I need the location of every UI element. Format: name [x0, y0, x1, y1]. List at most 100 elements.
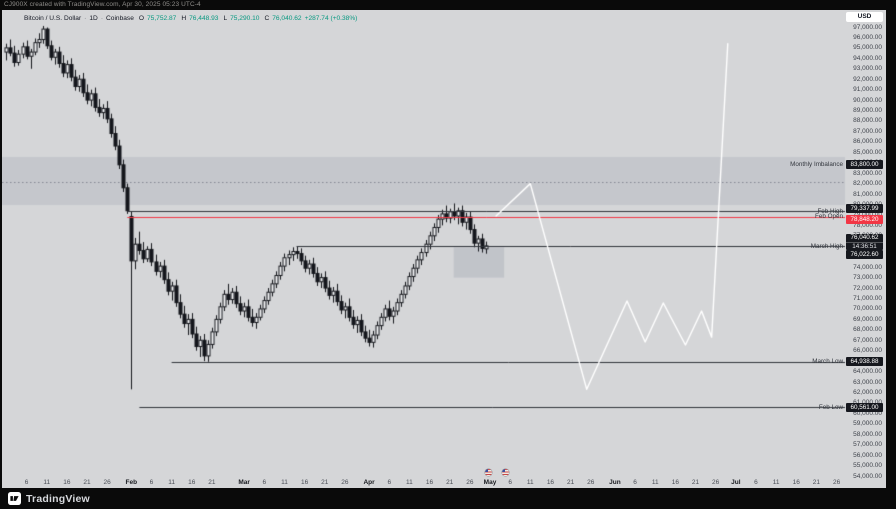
high-label: H: [181, 14, 187, 22]
price-tick: 59,000.00: [853, 420, 882, 428]
time-tick-month: Feb: [125, 479, 138, 486]
price-tick: 56,000.00: [853, 451, 882, 459]
price-tick: 89,000.00: [853, 107, 882, 115]
open-value: 75,752.87: [147, 14, 177, 22]
time-tick: 11: [406, 479, 413, 486]
tradingview-logo-icon[interactable]: [8, 492, 21, 505]
feb-high-label: Feb High: [817, 207, 843, 215]
exchange-label: Coinbase: [106, 14, 134, 22]
price-tick: 85,000.00: [853, 148, 882, 156]
legend-separator: ·: [84, 14, 87, 22]
time-tick-month: May: [483, 479, 497, 486]
close-label: C: [264, 14, 270, 22]
price-tick: 60,000.00: [853, 409, 882, 417]
time-tick: 16: [300, 479, 309, 486]
footer-bar: TradingView: [0, 488, 896, 509]
last-price-value: 76,040.62: [850, 233, 879, 241]
time-tick: 16: [792, 479, 800, 486]
time-tick: 26: [712, 479, 720, 486]
price-tick: 83,000.00: [853, 169, 882, 177]
price-tick: 97,000.00: [853, 23, 882, 31]
last-price-tag[interactable]: 76,040.62 14:36:51: [846, 233, 883, 251]
march-high-label: March High: [810, 242, 843, 250]
price-tick: 66,000.00: [853, 347, 882, 355]
price-tick: 87,000.00: [853, 127, 882, 135]
price-tick: 88,000.00: [853, 117, 882, 125]
march-low-label: March Low: [812, 358, 843, 366]
price-tick: 57,000.00: [853, 441, 882, 449]
time-tick: 11: [168, 479, 175, 486]
legend-separator: ·: [100, 14, 104, 22]
time-tick: 26: [103, 479, 111, 486]
time-tick: 21: [208, 479, 216, 486]
price-tick: 70,000.00: [853, 305, 882, 313]
watermark-bar: CJ900X created with TradingView.com, Apr…: [0, 0, 896, 10]
time-tick: 16: [63, 479, 71, 486]
time-tick-month: Mar: [238, 479, 250, 486]
price-tick: 73,000.00: [853, 274, 882, 282]
time-tick: 21: [566, 479, 575, 486]
price-tick: 90,000.00: [853, 96, 882, 104]
watermark-text: CJ900X created with TradingView.com, Apr…: [4, 1, 201, 8]
monthly-imbalance-label: Monthly Imbalance: [790, 161, 843, 169]
price-tick: 94,000.00: [853, 54, 882, 62]
monthly-imbalance-price-tag[interactable]: 83,800.00: [846, 160, 883, 170]
march-high-price-tag[interactable]: 76,022.60: [846, 250, 883, 260]
high-value: 76,448.93: [189, 14, 219, 22]
feb-low-label: Feb Low: [818, 403, 843, 411]
time-tick: 6: [24, 479, 29, 486]
symbol-title: Bitcoin / U.S. Dollar: [24, 14, 82, 22]
time-tick: 6: [754, 479, 758, 486]
price-tick: 81,000.00: [853, 190, 882, 198]
time-tick: 26: [832, 479, 841, 486]
tradingview-logo-text[interactable]: TradingView: [26, 492, 90, 505]
feb-high-price-tag[interactable]: 79,337.99: [846, 204, 883, 214]
time-tick: 16: [425, 479, 434, 486]
bar-close-countdown: 14:36:51: [846, 241, 883, 251]
chart-area[interactable]: Bitcoin / U.S. Dollar · 1D · Coinbase O …: [2, 10, 886, 488]
time-tick: 6: [633, 479, 637, 486]
time-tick: 21: [83, 479, 91, 486]
price-tick: 58,000.00: [853, 430, 882, 438]
price-tick: 64,000.00: [853, 368, 882, 376]
time-tick: 21: [812, 479, 821, 486]
symbol-legend[interactable]: Bitcoin / U.S. Dollar · 1D · Coinbase O …: [24, 14, 357, 22]
price-tick: 69,000.00: [853, 315, 882, 323]
price-tick: 54,000.00: [853, 472, 882, 480]
us-flag-icon[interactable]: [501, 469, 509, 476]
march-low-price-tag[interactable]: 64,938.88: [846, 357, 883, 367]
time-tick-month: Apr: [363, 479, 375, 486]
feb-open-price-tag[interactable]: 78,848.20: [846, 214, 883, 224]
price-tick: 62,000.00: [853, 388, 882, 396]
price-tick: 67,000.00: [853, 336, 882, 344]
timeframe-label: 1D: [89, 14, 98, 22]
feb-open-label: Feb Open: [814, 213, 843, 221]
close-value: 76,040.62: [272, 14, 302, 22]
price-tick: 63,000.00: [853, 378, 882, 386]
time-tick: 11: [651, 479, 659, 486]
price-tick: 61,000.00: [846, 399, 882, 406]
price-tick: 96,000.00: [853, 33, 882, 41]
price-tick: 74,000.00: [853, 263, 882, 271]
time-tick: 21: [691, 479, 700, 486]
time-tick: 26: [587, 479, 595, 486]
low-label: L: [223, 14, 228, 22]
price-tick: 78,000.00: [853, 221, 882, 229]
open-label: O: [138, 14, 145, 22]
currency-button[interactable]: USD: [846, 12, 883, 22]
time-tick: 6: [387, 479, 392, 486]
us-flag-icon[interactable]: [484, 469, 492, 476]
time-tick: 21: [321, 479, 329, 486]
price-tick: 92,000.00: [853, 75, 882, 83]
time-tick-month: Jun: [609, 479, 621, 486]
price-tick: 91,000.00: [853, 86, 882, 94]
candlestick-canvas[interactable]: [2, 10, 886, 488]
price-tick: 95,000.00: [853, 44, 882, 52]
time-tick: 16: [671, 479, 679, 486]
time-tick: 6: [508, 479, 512, 486]
time-tick: 11: [772, 479, 780, 486]
feb-low-price-tag[interactable]: 60,561.00: [846, 402, 883, 412]
change-value: +287.74 (+0.38%): [304, 14, 358, 22]
time-tick: 16: [188, 479, 196, 486]
